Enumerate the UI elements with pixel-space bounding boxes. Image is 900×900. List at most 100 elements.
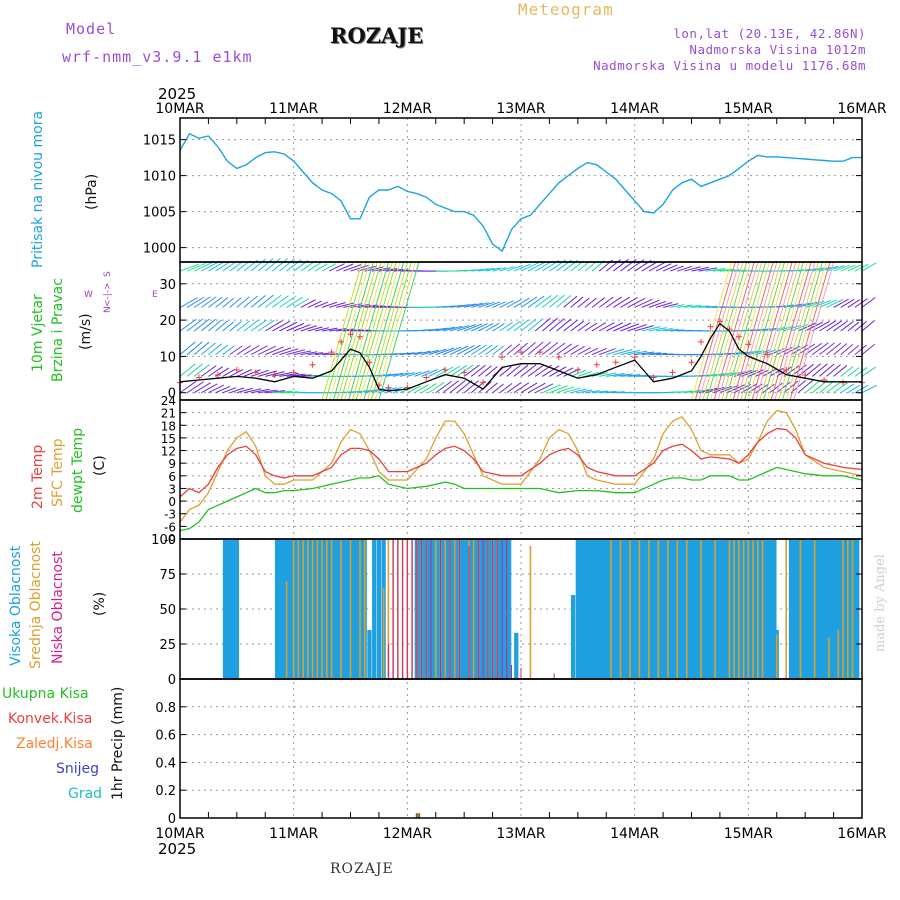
- cloud-low-bar: [425, 539, 427, 679]
- wind-arrow: [627, 350, 648, 356]
- wind-arrow: [826, 364, 841, 377]
- cloud-mid-bar: [851, 539, 854, 679]
- cloud-high-bar: [450, 539, 455, 679]
- wind-arrow: [854, 298, 868, 308]
- cloud-high-bar: [819, 539, 824, 679]
- wind-arrow: [620, 349, 640, 356]
- cloud-mid-bar: [828, 637, 830, 679]
- wind-strong-hatch: [329, 261, 371, 401]
- wind-strong-hatch: [691, 261, 732, 401]
- cloud-y-tick-label: 0: [168, 673, 176, 688]
- wind-arrow: [648, 300, 667, 308]
- cloud-high-bar: [739, 539, 744, 679]
- cloud-y-tick-label: 100: [151, 533, 176, 548]
- wind-arrow: [478, 322, 494, 332]
- wind-arrow: [186, 318, 204, 332]
- wind-arrow: [684, 266, 701, 272]
- wind-arrow: [265, 390, 286, 394]
- wind-arrow: [229, 345, 243, 356]
- wind-arrow: [520, 341, 536, 355]
- wind-arrow: [840, 383, 855, 394]
- wind-arrow: [563, 295, 578, 308]
- wind-arrow: [492, 345, 504, 356]
- wind-gust-mark: [290, 369, 297, 376]
- cloud-high-bar: [795, 539, 801, 679]
- wind-arrow: [591, 347, 608, 356]
- cloud-high-bar: [229, 539, 235, 679]
- wind-arrow: [250, 258, 266, 272]
- wind-arrow: [250, 345, 268, 356]
- cloud-high-bar: [682, 539, 687, 679]
- wind-arrow: [513, 364, 529, 377]
- cloud-mid-bar: [685, 539, 688, 679]
- wind-arrow: [648, 352, 668, 356]
- wind-arrow: [599, 372, 617, 377]
- wind-arrow: [662, 303, 679, 308]
- wind-arrow: [264, 294, 282, 308]
- wind-gust-mark: [650, 374, 657, 381]
- cloud-high-bar: [570, 595, 576, 679]
- wind-arrow: [179, 363, 196, 377]
- wind-arrow: [563, 387, 581, 394]
- cloud-high-bar: [478, 539, 483, 679]
- cloud-low-bar: [520, 667, 522, 679]
- footer-station: ROZAJE: [330, 861, 394, 877]
- wind-gust-mark: [555, 354, 562, 361]
- cloud-high-bar: [758, 539, 763, 679]
- cloud-high-bar: [772, 539, 777, 679]
- wind-arrow: [769, 382, 783, 394]
- wind-arrow: [300, 261, 315, 272]
- wind-arrow: [776, 381, 791, 394]
- wind-strong-hatch: [709, 261, 751, 401]
- x-tick-label-bottom: 11MAR: [269, 826, 318, 842]
- wind-arrow: [826, 320, 843, 332]
- cloud-high-bar: [632, 539, 637, 679]
- cloud-high-bar: [729, 539, 734, 679]
- cloud-high-bar: [715, 539, 720, 679]
- wind-arrow: [385, 268, 404, 272]
- cloud-low-bar: [392, 539, 394, 679]
- wind-arrow: [286, 349, 305, 356]
- cloud-mid-bar: [728, 539, 731, 679]
- wind-y-tick-label: 0: [168, 387, 176, 402]
- wind-arrow: [499, 366, 512, 377]
- wind-strong-hatch: [344, 261, 386, 401]
- wind-arrow: [833, 343, 848, 355]
- cloud-high-bar: [227, 539, 232, 679]
- wind-arrow: [229, 321, 242, 332]
- wind-arrow: [215, 344, 229, 355]
- cloud-y-tick-label: 25: [159, 638, 176, 653]
- wind-gust-mark: [688, 359, 695, 366]
- wind-arrow: [861, 343, 876, 355]
- wind-arrow: [748, 328, 765, 332]
- wind-arrow: [257, 345, 276, 356]
- cloud-high-bar: [234, 539, 239, 679]
- cloud-high-bar: [767, 539, 772, 679]
- wind-arrow: [456, 303, 477, 308]
- wind-arrow: [421, 328, 440, 332]
- meteogram-label: Meteogram: [518, 0, 614, 19]
- wind-arrow: [343, 264, 362, 272]
- wind-arrow: [236, 296, 250, 308]
- wind-arrow: [456, 364, 474, 377]
- wind-strong-hatch: [763, 261, 804, 401]
- temp-y-tick-label: -6: [164, 520, 176, 534]
- temp-y-tick-label: 15: [161, 432, 176, 446]
- cloud-high-bar: [748, 539, 753, 679]
- wind-arrow: [186, 341, 203, 355]
- cloud-high-bar: [836, 539, 841, 679]
- cloud-high-bar: [483, 539, 488, 679]
- wind-arrow: [243, 295, 258, 308]
- cloud-high-bar: [689, 539, 694, 679]
- wind-arrow: [819, 363, 835, 377]
- cloud-mid-bar: [297, 539, 300, 679]
- cloud-high-bar: [589, 539, 595, 679]
- sfc-temp-line: [179, 409, 863, 523]
- wind-gust-mark: [252, 369, 259, 376]
- wind-arrow: [811, 363, 828, 377]
- cloud-high-bar: [826, 539, 831, 679]
- pressure-y-tick-label: 1005: [143, 206, 176, 221]
- wind-arrow: [449, 324, 470, 332]
- wind-arrow: [605, 296, 622, 308]
- cloud-high-bar: [791, 539, 796, 679]
